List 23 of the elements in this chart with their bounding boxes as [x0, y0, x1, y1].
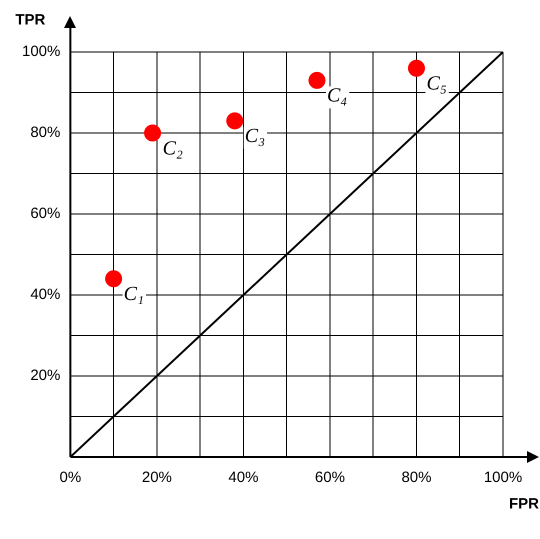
annotation: C₂: [162, 137, 183, 160]
y-tick-label: 100%: [22, 43, 60, 60]
annotation: C₃: [244, 125, 266, 148]
annotation: C₄: [326, 84, 348, 107]
point: [144, 124, 162, 142]
x-tick-label: 0%: [60, 469, 82, 486]
x-tick-label: 20%: [142, 469, 172, 486]
annotation: C₁: [124, 283, 144, 306]
point: [308, 72, 326, 89]
annotation: C₅: [426, 72, 447, 94]
y-tick-label: 20%: [30, 367, 60, 384]
point: [408, 60, 425, 77]
y-axis-title: TPR: [15, 12, 46, 29]
x-tick-label: 100%: [484, 469, 522, 486]
x-tick-label: 60%: [314, 469, 345, 486]
y-tick-label: 80%: [30, 124, 60, 142]
x-axis-title: FPR: [509, 496, 540, 513]
point: [226, 112, 244, 130]
x-tick-label: 40%: [228, 469, 258, 486]
x-tick-label: 80%: [401, 469, 432, 486]
y-tick-label: 40%: [30, 286, 60, 304]
point: [105, 270, 122, 288]
y-tick-label: 60%: [30, 205, 60, 222]
